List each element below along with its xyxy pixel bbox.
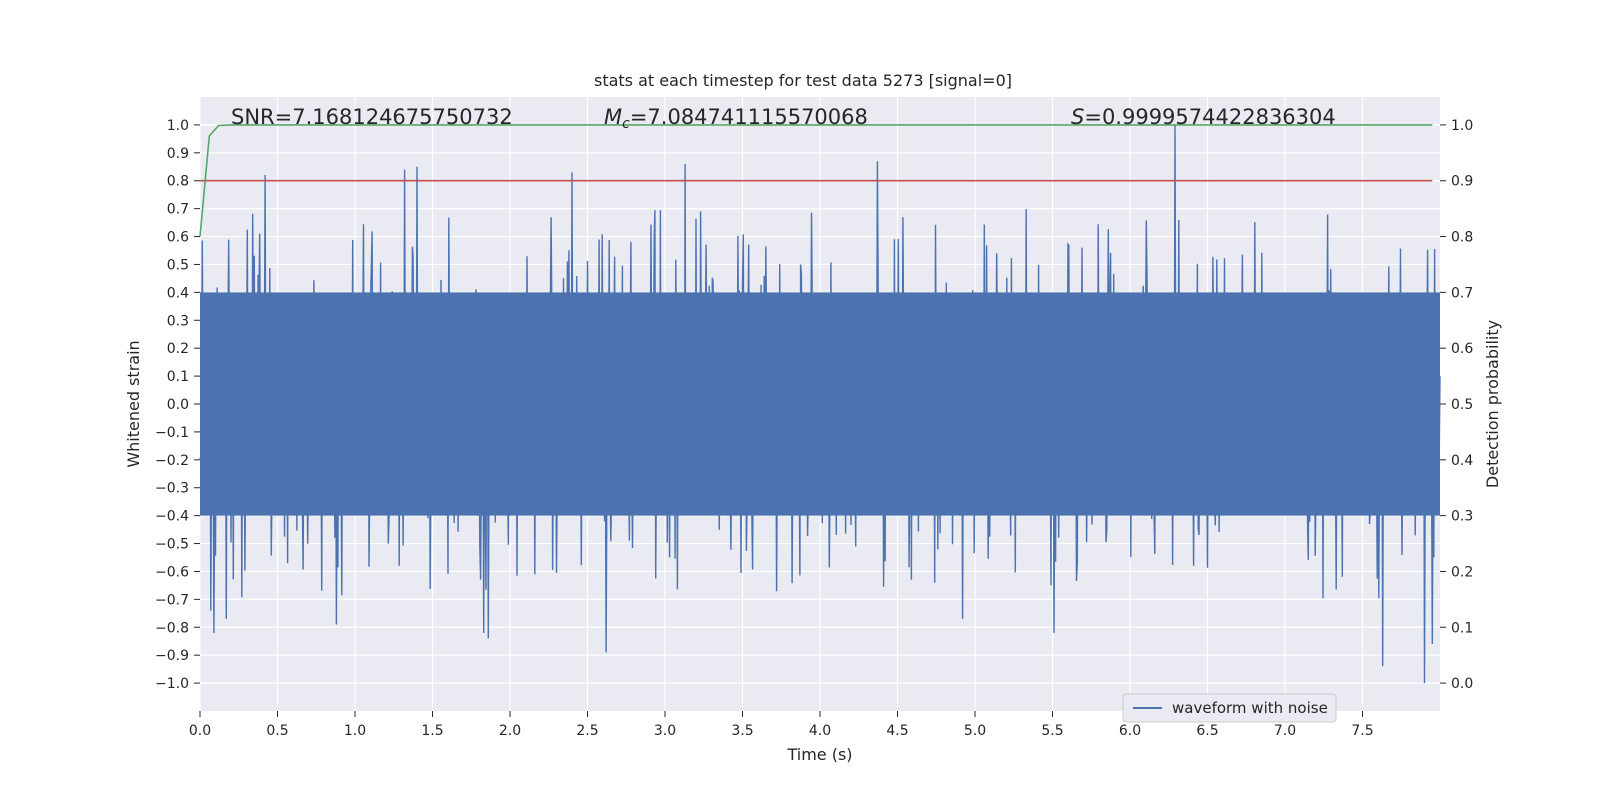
chirp-mass-subscript: c — [622, 116, 630, 132]
y-tick-label: 0.5 — [167, 257, 189, 273]
probability-series — [199, 124, 1433, 237]
y2-tick-label: 0.4 — [1451, 453, 1473, 469]
y-tick-label: −0.4 — [155, 509, 189, 525]
legend-label: waveform with noise — [1172, 699, 1328, 717]
y-tick-label: 0.6 — [167, 230, 189, 246]
y2-tick-label: 0.7 — [1451, 285, 1473, 301]
y2-tick-label: 0.6 — [1451, 341, 1473, 357]
y-tick-label: 0.8 — [167, 174, 189, 190]
x-tick-label: 3.0 — [654, 723, 676, 739]
chirp-mass-annotation: Mc=7.084741115570068 — [604, 105, 868, 132]
y-axis-left: 1.0 0.9 0.8 0.7 0.6 0.5 0.4 0.3 0.2 0.1 0.0 −0.1 −0.… — [155, 118, 200, 692]
score-annotation: S=0.9999574422836304 — [1071, 105, 1336, 129]
y-tick-label: −0.2 — [155, 453, 189, 469]
x-tick-label: 6.0 — [1119, 723, 1141, 739]
y2-tick-label: 0.9 — [1451, 174, 1473, 190]
x-tick-label: 0.0 — [189, 723, 211, 739]
legend-box — [1122, 693, 1337, 723]
y-tick-label: −0.8 — [155, 620, 189, 636]
chart-title: stats at each timestep for test data 527… — [594, 71, 1012, 90]
x-tick-label: 7.5 — [1351, 723, 1373, 739]
x-tick-label: 4.5 — [886, 723, 908, 739]
y2-tick-label: 1.0 — [1451, 118, 1473, 134]
y-axis-right: 1.0 0.9 0.8 0.7 0.6 0.5 0.4 0.3 0.2 0.1 0.0 — [1440, 118, 1473, 692]
waveform-line — [199, 124, 1441, 684]
y-tick-label: −0.9 — [155, 648, 189, 664]
y-tick-label: −0.5 — [155, 537, 189, 553]
y-tick-label: 0.7 — [167, 202, 189, 218]
y2-tick-label: 0.8 — [1451, 230, 1473, 246]
y2-tick-label: 0.5 — [1451, 397, 1473, 413]
y2-tick-label: 0.2 — [1451, 564, 1473, 580]
x-tick-label: 2.0 — [499, 723, 521, 739]
y-tick-label: −0.7 — [155, 592, 189, 608]
x-axis: 0.0 0.5 1.0 1.5 2.0 2.5 3.0 3.5 4.0 4.5 5.0 5.5 6.0 6… — [189, 711, 1374, 739]
y-tick-label: 0.3 — [167, 313, 189, 329]
y2-axis-label: Detection probability — [1483, 320, 1502, 488]
score-value: =0.9999574422836304 — [1084, 105, 1335, 129]
x-tick-label: 4.0 — [809, 723, 831, 739]
x-tick-label: 2.5 — [576, 723, 598, 739]
y-tick-label: −1.0 — [155, 676, 189, 692]
y-tick-label: 0.9 — [167, 146, 189, 162]
y2-tick-label: 0.3 — [1451, 509, 1473, 525]
detection-probability-line — [199, 124, 1433, 237]
x-tick-label: 6.5 — [1196, 723, 1218, 739]
chirp-mass-value: =7.084741115570068 — [630, 105, 868, 129]
legend: waveform with noise — [1122, 693, 1337, 723]
snr-annotation: SNR=7.168124675750732 — [231, 105, 513, 129]
y-tick-label: 0.2 — [167, 341, 189, 357]
x-tick-label: 7.0 — [1274, 723, 1296, 739]
x-tick-label: 1.5 — [421, 723, 443, 739]
y2-tick-label: 0.0 — [1451, 676, 1473, 692]
y-axis-label: Whitened strain — [124, 340, 143, 467]
y-tick-label: 0.1 — [167, 369, 189, 385]
y-tick-label: 0.4 — [167, 285, 189, 301]
chirp-mass-symbol: M — [604, 105, 622, 129]
score-symbol: S — [1071, 105, 1084, 129]
y2-tick-label: 0.1 — [1451, 620, 1473, 636]
x-tick-label: 0.5 — [266, 723, 288, 739]
waveform-series — [199, 124, 1441, 684]
y-tick-label: −0.6 — [155, 564, 189, 580]
x-axis-label: Time (s) — [786, 745, 852, 764]
y-tick-label: −0.3 — [155, 481, 189, 497]
x-tick-label: 5.5 — [1041, 723, 1063, 739]
y-tick-label: 0.0 — [167, 397, 189, 413]
x-tick-label: 1.0 — [344, 723, 366, 739]
y-tick-label: −0.1 — [155, 425, 189, 441]
x-tick-label: 3.5 — [731, 723, 753, 739]
y-tick-label: 1.0 — [167, 118, 189, 134]
x-tick-label: 5.0 — [964, 723, 986, 739]
